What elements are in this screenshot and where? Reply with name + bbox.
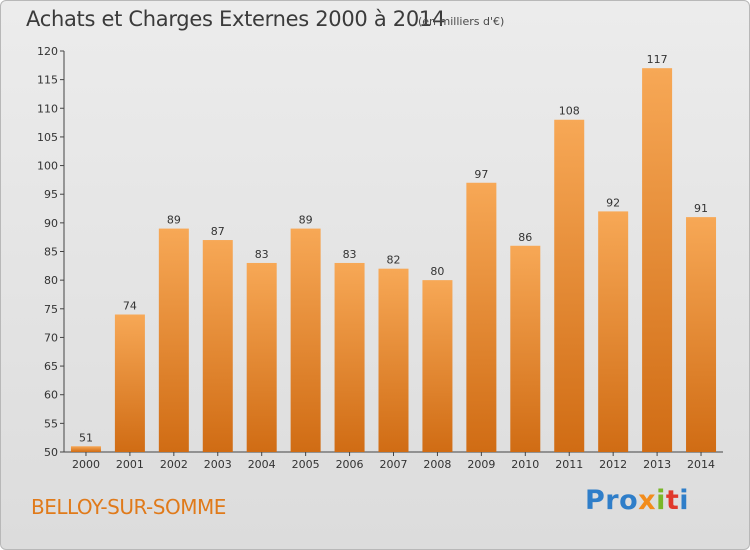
y-tick-label: 100 (37, 160, 58, 173)
value-label: 87 (211, 225, 225, 238)
y-tick-label: 90 (44, 217, 58, 230)
y-axis: 50 55 60 65 70 75 80 85 90 95 100 105 110 115 120 (37, 45, 65, 459)
bar[interactable] (70, 446, 101, 452)
bar[interactable] (202, 240, 233, 452)
y-tick-label: 50 (44, 446, 58, 459)
x-tick-label: 2005 (292, 458, 320, 471)
logo-part-pro: Pro (585, 485, 639, 516)
x-tick-label: 2011 (555, 458, 583, 471)
bar[interactable] (510, 245, 541, 452)
x-axis: 2000 2001 2002 2003 2004 2005 2006 2007 2008 2009… (64, 451, 723, 471)
bar[interactable] (422, 280, 453, 452)
bar[interactable] (290, 228, 321, 452)
bar[interactable] (378, 268, 409, 452)
commune-name: BELLOY-SUR-SOMME (31, 495, 226, 519)
value-label: 91 (694, 202, 708, 215)
x-tick-label: 2014 (687, 458, 715, 471)
y-tick-label: 120 (37, 45, 58, 58)
value-label: 80 (430, 265, 444, 278)
bar[interactable] (686, 217, 717, 452)
x-tick-label: 2006 (336, 458, 364, 471)
x-tick-label: 2003 (204, 458, 232, 471)
bar[interactable] (246, 262, 277, 452)
x-tick-label: 2009 (467, 458, 495, 471)
y-tick-label: 115 (37, 74, 58, 87)
x-tick-label: 2000 (72, 458, 100, 471)
value-label: 108 (559, 105, 580, 118)
value-label: 92 (606, 196, 620, 209)
value-label: 97 (474, 168, 488, 181)
proxiti-logo[interactable]: Proxiti (585, 485, 689, 516)
value-label: 89 (299, 214, 313, 227)
value-labels: 51 74 89 87 83 89 83 82 80 97 86 108 92 117 91 (79, 53, 708, 444)
x-tick-label: 2008 (423, 458, 451, 471)
x-tick-label: 2007 (380, 458, 408, 471)
value-label: 51 (79, 431, 93, 444)
x-tick-label: 2010 (511, 458, 539, 471)
y-tick-label: 80 (44, 274, 58, 287)
logo-part-x: x (638, 485, 657, 516)
value-label: 74 (123, 300, 137, 313)
y-tick-label: 95 (44, 188, 58, 201)
bar[interactable] (466, 182, 497, 452)
bar[interactable] (598, 211, 629, 452)
y-tick-label: 60 (44, 389, 58, 402)
value-label: 83 (343, 248, 357, 261)
y-tick-label: 105 (37, 131, 58, 144)
y-tick-label: 70 (44, 331, 58, 344)
value-label: 82 (387, 254, 401, 267)
x-tick-label: 2004 (248, 458, 276, 471)
value-label: 89 (167, 214, 181, 227)
x-tick-label: 2012 (599, 458, 627, 471)
chart-subtitle: (en milliers d'€) (418, 15, 505, 28)
bars (70, 68, 717, 452)
value-label: 83 (255, 248, 269, 261)
bar[interactable] (334, 262, 365, 452)
bar[interactable] (114, 314, 145, 452)
bar[interactable] (158, 228, 189, 452)
chart-title: Achats et Charges Externes 2000 à 2014 (26, 7, 446, 31)
y-tick-label: 85 (44, 246, 58, 259)
y-tick-label: 110 (37, 102, 58, 115)
bar[interactable] (554, 119, 585, 452)
x-tick-label: 2001 (116, 458, 144, 471)
value-label: 86 (518, 231, 532, 244)
logo-part-t: t (665, 485, 680, 516)
x-tick-label: 2013 (643, 458, 671, 471)
value-label: 117 (647, 53, 668, 66)
y-tick-label: 65 (44, 360, 58, 373)
x-tick-label: 2002 (160, 458, 188, 471)
logo-part-i1: i (656, 485, 666, 516)
logo-part-i2: i (679, 485, 690, 516)
y-tick-label: 55 (44, 417, 58, 430)
bar[interactable] (642, 68, 673, 452)
y-tick-label: 75 (44, 303, 58, 316)
